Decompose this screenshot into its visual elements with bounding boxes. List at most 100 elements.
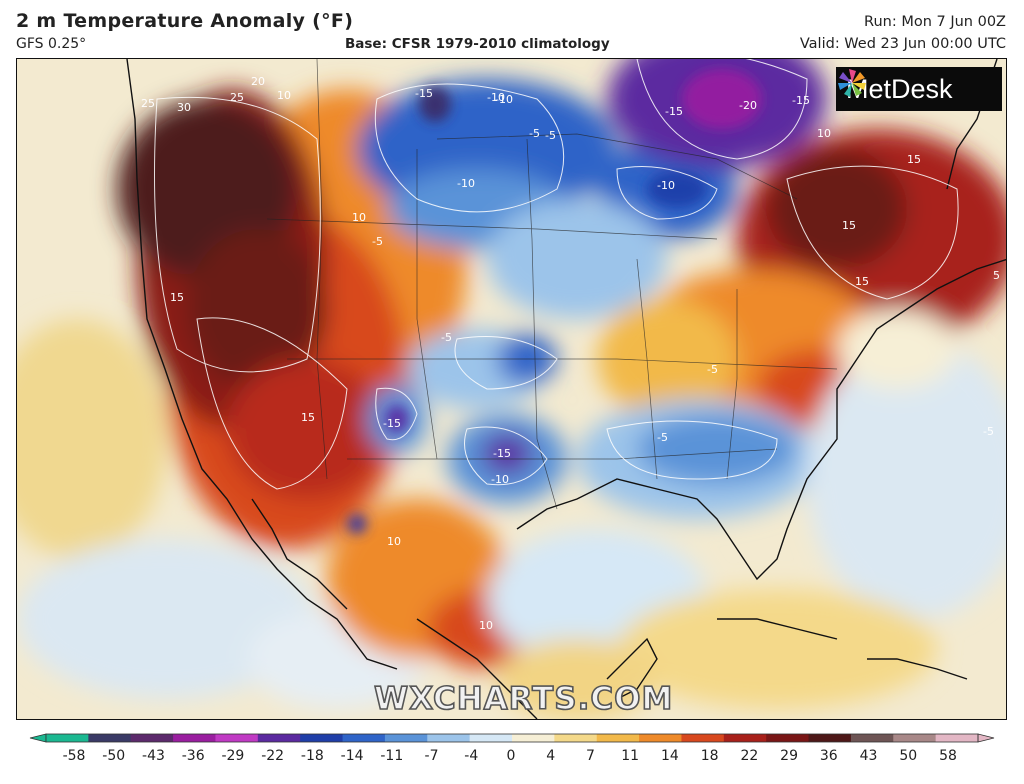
legend-tick-label: -14	[340, 748, 364, 764]
legend-swatch	[384, 734, 428, 742]
contour-label: 30	[177, 101, 191, 114]
legend-tick-label: 14	[660, 748, 679, 764]
contour-label: -15	[415, 87, 433, 100]
legend-tick-label: 36	[819, 748, 838, 764]
legend-swatch	[850, 734, 894, 742]
legend-swatch	[173, 734, 217, 742]
legend-swatch	[215, 734, 259, 742]
legend-tick-label: 22	[740, 748, 759, 764]
contour-label: 20	[251, 75, 265, 88]
legend-tick-label: 7	[585, 748, 595, 764]
contour-label: 15	[907, 153, 921, 166]
legend-tick-label: -50	[102, 748, 126, 764]
legend-swatch	[681, 734, 725, 742]
coastlines	[126, 59, 1006, 719]
legend-tick-label: -4	[464, 748, 479, 764]
anomaly-map: -15 -10 -20 -15 -15 -10 -10 -5 -10 -5 25…	[16, 58, 1007, 720]
legend-swatch	[554, 734, 598, 742]
contour-label: 5	[993, 269, 1000, 282]
legend-tick-label: -22	[261, 748, 285, 764]
map-canvas: -15 -10 -20 -15 -15 -10 -10 -5 -10 -5 25…	[17, 59, 1006, 719]
legend-swatch	[512, 734, 555, 742]
chart-title: 2 m Temperature Anomaly (°F)	[16, 10, 354, 32]
legend-ticks: -58 -50 -43 -36 -29 -22 -18 -14 -11 -7 -4 0 4 7 11 14 18…	[0, 748, 1024, 772]
metdesk-pinwheel-icon	[838, 69, 866, 97]
contour-label: -10	[487, 91, 505, 104]
contour-label: -5	[657, 431, 668, 444]
contour-label: 15	[842, 219, 856, 232]
legend-swatch	[808, 734, 852, 742]
contour-label: 10	[352, 211, 366, 224]
legend-bar	[29, 733, 995, 743]
legend-tick-label: -36	[181, 748, 205, 764]
legend-swatch	[469, 734, 513, 742]
contour-label: -15	[493, 447, 511, 460]
legend-tick-label: -43	[142, 748, 165, 764]
legend-swatch	[596, 734, 640, 742]
contour-label: 15	[301, 411, 315, 424]
legend-tick-label: -58	[62, 748, 86, 764]
contour-label: -10	[457, 177, 475, 190]
contour-label: 10	[387, 535, 401, 548]
contour-label: -10	[657, 179, 675, 192]
legend-swatch	[300, 734, 344, 742]
legend-right-arrow	[977, 733, 995, 743]
legend-swatch	[46, 734, 89, 742]
legend-tick-label: -18	[300, 748, 324, 764]
legend-swatch	[257, 734, 301, 742]
contour-label: -5	[707, 363, 718, 376]
contour-label: -5	[441, 331, 452, 344]
contour-label: 10	[817, 127, 831, 140]
legend-tick-label: -29	[221, 748, 245, 764]
contour-label: -15	[665, 105, 683, 118]
contour-lines	[154, 59, 959, 490]
model-name: GFS 0.25°	[16, 36, 87, 52]
legend-swatch	[766, 734, 810, 742]
contour-label: 10	[479, 619, 493, 632]
legend-swatch	[935, 734, 979, 742]
contour-label: -20	[739, 99, 757, 112]
climatology-base: Base: CFSR 1979-2010 climatology	[345, 36, 610, 52]
metdesk-logo: MetDesk	[836, 67, 1002, 111]
legend-tick-label: 11	[621, 748, 640, 764]
legend-swatch	[130, 734, 174, 742]
contour-label: -10	[491, 473, 509, 486]
state-borders	[266, 59, 838, 510]
contour-label: -15	[383, 417, 401, 430]
legend-outline	[45, 733, 979, 743]
contour-label: 15	[170, 291, 184, 304]
contour-label: -5	[983, 425, 994, 438]
legend-tick-label: -7	[424, 748, 439, 764]
run-time: Run: Mon 7 Jun 00Z	[864, 14, 1006, 30]
contour-label: -15	[792, 94, 810, 107]
contour-label: 25	[230, 91, 244, 104]
legend-tick-label: 4	[546, 748, 556, 764]
contour-label: 15	[855, 275, 869, 288]
contour-label: -5	[372, 235, 383, 248]
legend-left-arrow	[29, 733, 47, 743]
contour-label: 25	[141, 97, 155, 110]
contour-label: -10	[495, 93, 513, 106]
chart-header: 2 m Temperature Anomaly (°F) GFS 0.25° B…	[0, 0, 1024, 58]
legend-tick-label: 29	[780, 748, 798, 764]
contour-labels: -15 -10 -20 -15 -15 -10 -10 -5 -10 -5 25…	[141, 75, 1000, 632]
legend-tick-label: 58	[939, 748, 957, 764]
legend-tick-label: 0	[506, 748, 516, 764]
wxcharts-watermark: WXCHARTS.COM	[373, 680, 674, 718]
contour-label: 10	[277, 89, 291, 102]
legend-swatch	[427, 734, 471, 742]
contour-label: -5	[529, 127, 540, 140]
anomaly-cores	[347, 69, 762, 534]
legend-swatch	[723, 734, 767, 742]
legend-swatch	[639, 734, 683, 742]
legend-tick-label: 50	[899, 748, 918, 764]
contour-label: -5	[545, 129, 556, 142]
valid-time: Valid: Wed 23 Jun 00:00 UTC	[799, 36, 1006, 52]
legend-tick-label: -11	[380, 748, 404, 764]
legend-tick-label: 43	[859, 748, 878, 764]
anomaly-fill	[17, 59, 1006, 719]
legend-swatch	[88, 734, 132, 742]
color-legend	[0, 728, 1024, 784]
legend-swatch	[893, 734, 937, 742]
legend-tick-label: 18	[700, 748, 719, 764]
